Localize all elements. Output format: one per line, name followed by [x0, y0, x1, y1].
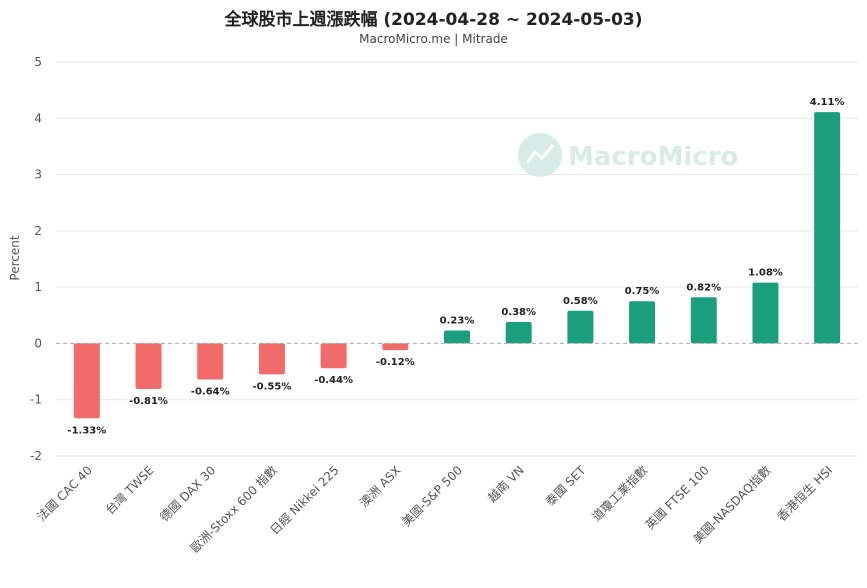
data-label: 0.82%	[686, 282, 721, 293]
bar	[73, 343, 100, 419]
data-label: -0.64%	[191, 386, 230, 397]
x-tick-label: 道瓊工業指數	[589, 463, 651, 525]
bar	[690, 297, 717, 344]
y-axis-ticks: 5 4 3 2 1 0 -1 -2	[30, 55, 42, 463]
chart-title: 全球股市上週漲跌幅 (2024-04-28 ~ 2024-05-03)	[224, 10, 643, 30]
x-tick-label: 澳洲 ASX	[357, 463, 404, 510]
x-tick-label: 德國 DAX 30	[157, 463, 219, 525]
chart-subtitle: MacroMicro.me | Mitrade	[359, 32, 508, 46]
x-tick-label: 英國 FTSE 100	[643, 463, 712, 532]
data-label: 0.58%	[563, 296, 598, 307]
y-tick-label: 1	[34, 280, 42, 294]
y-axis-label: Percent	[8, 235, 22, 280]
data-label: -0.55%	[253, 381, 292, 392]
x-tick-label: 越南 VN	[484, 463, 526, 505]
x-tick-label: 泰國 SET	[543, 463, 589, 509]
data-label: 0.23%	[440, 315, 475, 326]
x-tick-label: 台灣 TWSE	[102, 463, 157, 518]
watermark: MacroMicro	[518, 133, 738, 177]
data-label: -0.12%	[376, 357, 415, 368]
bar	[567, 310, 594, 344]
y-tick-label: 4	[34, 111, 42, 125]
bar	[814, 112, 841, 344]
y-tick-label: -1	[30, 393, 42, 407]
bar	[444, 330, 470, 344]
bar	[258, 343, 285, 375]
data-label: -0.81%	[129, 396, 168, 407]
y-tick-label: 5	[34, 55, 42, 69]
data-label: -1.33%	[67, 425, 106, 436]
y-tick-label: 0	[34, 336, 42, 350]
y-tick-label: -2	[30, 449, 42, 463]
data-label: -0.44%	[314, 375, 353, 386]
x-tick-label: 美國-S&P 500	[399, 463, 465, 529]
y-tick-label: 3	[34, 168, 42, 182]
data-labels: -1.33% -0.81% -0.64% -0.55% -0.44% -0.12% 0.23…	[67, 97, 844, 436]
grid-lines	[56, 61, 858, 457]
bar	[382, 343, 409, 351]
x-tick-label: 香港恒生 HSI	[774, 463, 835, 524]
data-label: 1.08%	[748, 268, 783, 279]
bar	[135, 343, 162, 390]
bar	[197, 343, 224, 380]
data-label: 4.11%	[810, 97, 845, 108]
x-tick-label: 法國 CAC 40	[34, 463, 95, 524]
bar	[505, 322, 532, 344]
bars	[73, 112, 841, 419]
watermark-text: MacroMicro	[568, 142, 738, 172]
bar	[629, 301, 656, 344]
y-tick-label: 2	[34, 224, 42, 238]
data-label: 0.38%	[501, 307, 536, 318]
bar	[752, 282, 779, 344]
data-label: 0.75%	[625, 286, 660, 297]
bar	[320, 343, 347, 369]
chart-logo-line	[525, 144, 555, 164]
